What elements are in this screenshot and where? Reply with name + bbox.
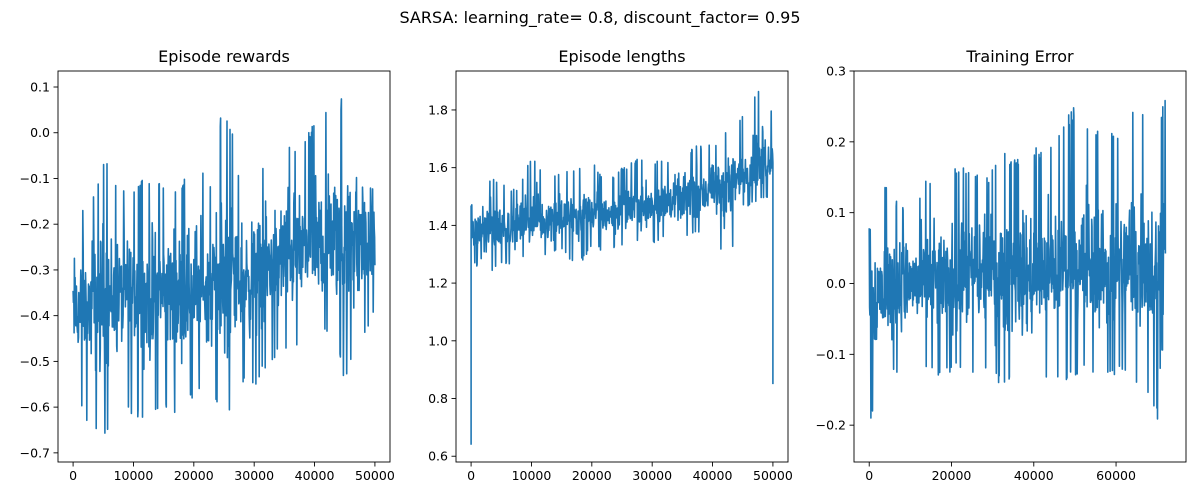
y-tick-label: 1.4 (428, 218, 448, 233)
axes-frame (455, 70, 789, 463)
x-tick-label: 30000 (234, 468, 274, 483)
series-line (868, 99, 1167, 420)
y-tick-label: 0.6 (428, 449, 448, 464)
y-tick-label: −0.3 (20, 262, 50, 277)
y-tick-label: −0.7 (20, 445, 50, 460)
panel-title: Episode rewards (158, 47, 290, 66)
episode-rewards-panel: Episode rewards 0 10000 20000 30000 40000 5000… (20, 47, 395, 483)
y-tick-label: −0.5 (20, 354, 50, 369)
panel-title: Training Error (965, 47, 1074, 66)
series-line (470, 90, 774, 445)
y-tick-label: 0.0 (826, 276, 846, 291)
series-line (72, 98, 376, 434)
y-tick-label: 1.8 (428, 102, 448, 117)
x-tick-label: 20000 (932, 468, 972, 483)
y-tick-label: 0.1 (826, 205, 846, 220)
x-tick-label: 30000 (632, 468, 672, 483)
x-tick-label: 0 (69, 468, 77, 483)
episode-lengths-panel: Episode lengths 0 10000 20000 30000 40000 5000… (428, 47, 793, 483)
x-tick-label: 50000 (355, 468, 395, 483)
axes-frame (853, 70, 1187, 463)
x-tick-label: 40000 (693, 468, 733, 483)
y-tick-label: 1.0 (428, 333, 448, 348)
x-tick-label: 60000 (1096, 468, 1136, 483)
panel-title: Episode lengths (558, 47, 685, 66)
y-tick-label: 0.0 (30, 125, 50, 140)
y-tick-label: 1.6 (428, 160, 448, 175)
x-tick-label: 20000 (572, 468, 612, 483)
x-tick-label: 40000 (295, 468, 335, 483)
x-tick-label: 50000 (753, 468, 793, 483)
training-error-panel: Training Error 0 20000 40000 60000 −0.2 −0.1 0.… (816, 47, 1187, 483)
x-tick-label: 10000 (114, 468, 154, 483)
y-tick-label: 0.1 (30, 80, 50, 95)
y-tick-label: −0.6 (20, 400, 50, 415)
axes-frame (57, 70, 391, 463)
x-tick-label: 40000 (1014, 468, 1054, 483)
y-tick-label: 1.2 (428, 276, 448, 291)
y-tick-label: 0.2 (826, 134, 846, 149)
y-tick-label: −0.1 (816, 347, 846, 362)
x-tick-label: 10000 (512, 468, 552, 483)
y-tick-label: −0.4 (20, 308, 50, 323)
y-tick-label: −0.2 (20, 217, 50, 232)
figure-suptitle: SARSA: learning_rate= 0.8, discount_fact… (399, 8, 800, 28)
x-tick-label: 0 (865, 468, 873, 483)
x-tick-label: 0 (467, 468, 475, 483)
y-tick-label: 0.8 (428, 391, 448, 406)
x-tick-label: 20000 (174, 468, 214, 483)
y-tick-label: 0.3 (826, 64, 846, 79)
y-tick-label: −0.1 (20, 171, 50, 186)
y-tick-label: −0.2 (816, 418, 846, 433)
